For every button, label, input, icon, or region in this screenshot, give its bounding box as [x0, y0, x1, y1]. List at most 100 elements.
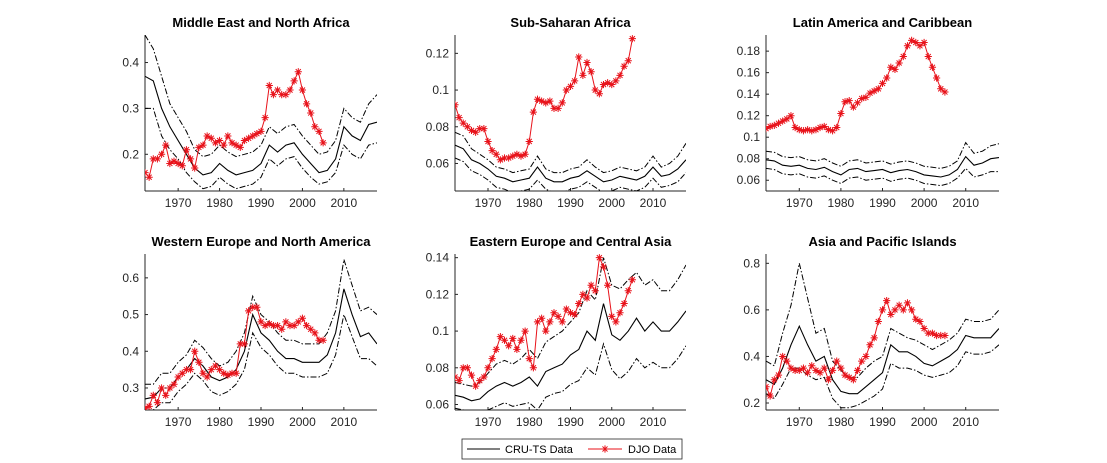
- djo-point: [525, 137, 533, 146]
- y-tick-label: 0.14: [426, 251, 450, 265]
- djo-point: [232, 141, 240, 149]
- djo-point: [895, 59, 903, 67]
- legend-djo-marker: [601, 445, 609, 453]
- djo-point: [455, 377, 463, 385]
- plot-area: [766, 36, 999, 187]
- djo-point: [257, 127, 265, 135]
- djo-point: [488, 147, 496, 155]
- djo-point: [290, 77, 298, 85]
- djo-point: [833, 357, 841, 365]
- djo-point: [583, 58, 591, 67]
- djo-point: [315, 336, 323, 344]
- x-tick-label: 1990: [557, 196, 584, 210]
- cru-upper-band-line: [455, 257, 686, 387]
- djo-point: [628, 35, 636, 43]
- djo-point: [591, 86, 599, 94]
- djo-point: [579, 71, 587, 79]
- djo-point: [463, 364, 471, 372]
- y-tick-label: 0.2: [743, 396, 760, 410]
- djo-point: [571, 310, 579, 319]
- djo-point: [236, 340, 244, 348]
- x-tick-label: 1990: [869, 415, 896, 429]
- djo-point: [459, 119, 467, 127]
- x-tick-label: 1980: [206, 196, 233, 210]
- cru-mean-line: [766, 324, 999, 395]
- panel-title: Western Europe and North America: [152, 234, 372, 249]
- djo-point: [799, 127, 808, 135]
- x-tick-label: 2000: [598, 415, 625, 429]
- djo-point: [550, 309, 558, 317]
- djo-point: [199, 369, 207, 377]
- djo-point: [294, 318, 302, 326]
- panel-2: Sub-Saharan Africa 1970 1980 1990 2000 2010 0.…: [426, 15, 686, 210]
- djo-point: [480, 373, 488, 381]
- djo-point: [604, 79, 612, 87]
- djo-point: [215, 366, 224, 374]
- djo-point: [319, 336, 327, 344]
- djo-point: [891, 306, 899, 314]
- y-tick-label: 0.3: [122, 381, 139, 395]
- djo-point: [779, 352, 787, 361]
- djo-point: [529, 108, 537, 116]
- djo-point: [616, 71, 624, 79]
- djo-point: [513, 150, 521, 158]
- djo-point: [170, 380, 178, 388]
- djo-point: [554, 104, 562, 113]
- djo-point: [542, 99, 550, 107]
- djo-point: [932, 74, 941, 82]
- djo-point: [628, 276, 636, 284]
- djo-point: [903, 42, 912, 50]
- djo-point: [224, 132, 232, 140]
- djo-point: [571, 77, 579, 85]
- djo-point: [513, 345, 521, 354]
- djo-point: [492, 345, 500, 354]
- djo-point: [562, 86, 570, 94]
- djo-point: [895, 301, 903, 309]
- panel-6: Asia and Pacific Islands 1970 1980 1990 2000…: [743, 234, 999, 429]
- djo-point: [265, 81, 273, 90]
- djo-point: [858, 357, 866, 365]
- djo-point: [215, 136, 224, 145]
- djo-point: [546, 318, 554, 326]
- djo-point: [186, 155, 195, 163]
- djo-point: [261, 321, 269, 330]
- djo-point: [816, 369, 824, 377]
- djo-point: [887, 63, 895, 71]
- djo-point: [191, 164, 199, 172]
- djo-point: [612, 77, 620, 85]
- djo-point: [575, 53, 583, 61]
- djo-point: [774, 371, 783, 379]
- djo-point: [505, 342, 513, 350]
- x-tick-label: 1980: [516, 196, 543, 210]
- x-tick-label: 2000: [911, 196, 938, 210]
- x-tick-label: 1970: [475, 196, 502, 210]
- djo-point: [467, 371, 476, 379]
- cru-upper-band-line: [455, 131, 686, 174]
- djo-point: [799, 364, 808, 372]
- djo-point: [170, 157, 178, 165]
- djo-point: [891, 65, 899, 74]
- djo-point: [924, 52, 932, 61]
- x-tick-label: 1970: [786, 196, 813, 210]
- djo-point: [145, 173, 153, 181]
- djo-point: [286, 321, 294, 330]
- djo-point: [837, 109, 845, 118]
- cru-lower-band-line: [455, 157, 686, 191]
- legend-cru-label: CRU-TS Data: [505, 444, 574, 456]
- panel-title: Asia and Pacific Islands: [808, 234, 956, 249]
- djo-point: [912, 315, 920, 323]
- djo-point: [624, 287, 632, 295]
- panel-title: Middle East and North Africa: [172, 15, 350, 30]
- djo-point: [845, 373, 853, 382]
- djo-point: [220, 141, 228, 149]
- djo-point: [315, 127, 323, 135]
- djo-point: [199, 141, 207, 149]
- y-tick-label: 0.06: [426, 156, 450, 170]
- djo-point: [480, 125, 488, 133]
- y-tick-label: 0.06: [737, 173, 761, 187]
- x-tick-label: 1980: [206, 415, 233, 429]
- djo-point: [162, 391, 170, 399]
- djo-point: [455, 101, 459, 109]
- panel-title: Latin America and Caribbean: [793, 15, 972, 30]
- djo-point: [620, 299, 628, 308]
